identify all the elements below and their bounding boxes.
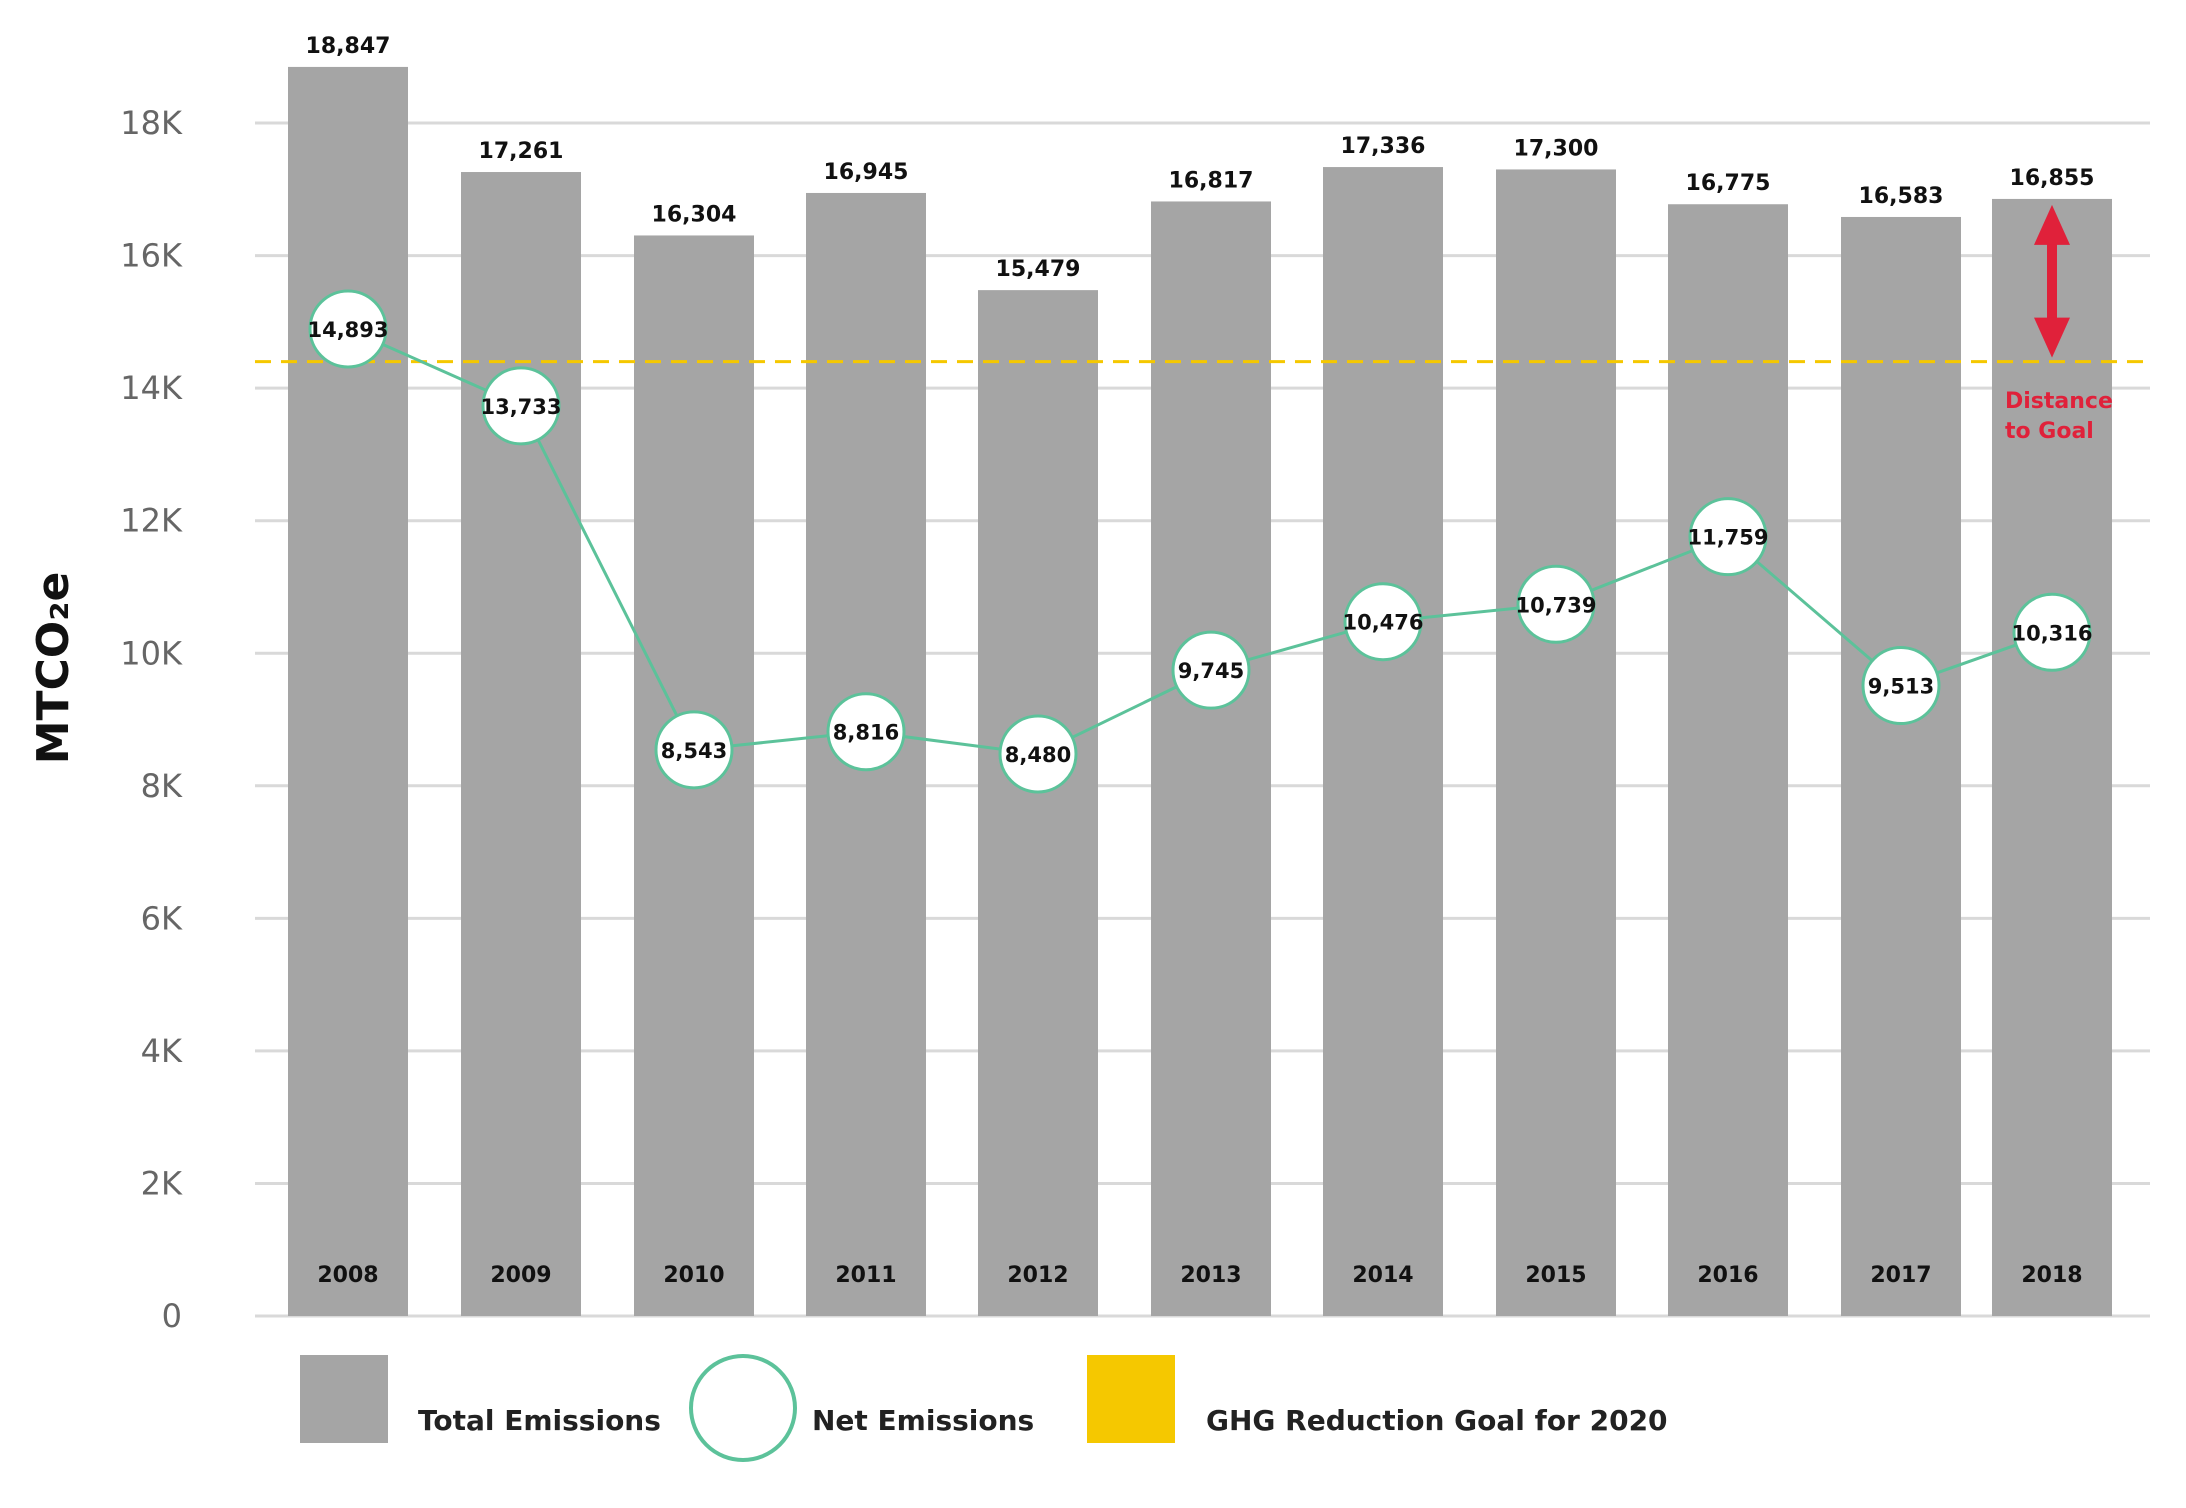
y-axis-ticks: 0 2K 4K 6K 8K 10K 12K 14K 16K 18K (120, 104, 183, 1335)
bars-layer: 18,847 2008 17,261 2009 16,304 2010 16,945 2011… (288, 34, 2112, 1317)
category-label: 2016 (1697, 1263, 1758, 1288)
net-emissions-point-2018 (2012, 592, 2092, 672)
net-emissions-point-2012 (998, 714, 1078, 794)
category-label: 2013 (1180, 1263, 1241, 1288)
legend-label-total-emissions: Total Emissions (418, 1404, 661, 1437)
bar-value-label: 16,855 (2010, 166, 2095, 191)
bar-value-label: 16,304 (652, 202, 737, 227)
category-label: 2018 (2021, 1263, 2082, 1288)
bar-value-label: 18,847 (306, 34, 391, 59)
bar-value-label: 15,479 (996, 257, 1081, 282)
y-tick-label: 0 (162, 1297, 182, 1335)
net-emissions-point-2015 (1516, 564, 1596, 644)
legend-label-ghg-goal: GHG Reduction Goal for 2020 (1206, 1404, 1668, 1437)
y-tick-label: 4K (141, 1032, 183, 1070)
bar-value-label: 17,261 (479, 139, 564, 164)
legend-swatch-total-emissions (300, 1355, 388, 1443)
bar-total-emissions-2012 (978, 290, 1098, 1316)
net-emissions-point-2011 (826, 692, 906, 772)
y-tick-label: 12K (120, 502, 183, 540)
bar-total-emissions-2013 (1151, 201, 1271, 1316)
net-value-label: 8,543 (661, 739, 727, 763)
category-label: 2010 (663, 1263, 724, 1288)
net-value-label: 8,480 (1005, 743, 1071, 767)
category-label: 2015 (1525, 1263, 1586, 1288)
net-value-label: 13,733 (480, 395, 561, 419)
net-value-label: 10,739 (1515, 593, 1596, 617)
category-label: 2008 (317, 1263, 378, 1288)
net-value-label: 9,513 (1868, 675, 1934, 699)
net-value-label: 10,316 (2011, 621, 2092, 645)
y-axis-label: MTCO₂e (28, 572, 79, 765)
bar-total-emissions-2016 (1668, 204, 1788, 1317)
legend: Total Emissions Net Emissions GHG Reductio… (300, 1354, 1668, 1462)
net-value-label: 8,816 (833, 721, 899, 745)
category-label: 2014 (1352, 1263, 1413, 1288)
annotation-layer: Distance to Goal (2005, 204, 2113, 444)
bar-total-emissions-2018 (1992, 198, 2112, 1317)
distance-arrow-head-up (2034, 204, 2070, 245)
category-label: 2012 (1007, 1263, 1068, 1288)
category-label: 2009 (490, 1263, 551, 1288)
net-emissions-point-2016 (1688, 497, 1768, 577)
y-tick-label: 10K (120, 634, 183, 672)
net-value-label: 10,476 (1342, 611, 1423, 635)
bar-value-label: 16,583 (1859, 184, 1944, 209)
net-emissions-point-2017 (1861, 646, 1941, 726)
net-emissions-point-2009 (481, 366, 561, 446)
net-emissions-point-2014 (1343, 582, 1423, 662)
bar-total-emissions-2008 (288, 66, 408, 1317)
y-tick-label: 6K (141, 899, 183, 937)
distance-to-goal-label: Distance (2005, 389, 2113, 414)
net-line-layer: 14,893 13,733 8,543 8,816 8,480 9,745 10,476 10… (307, 289, 2093, 794)
net-emissions-point-2008 (308, 289, 388, 369)
distance-arrow-head-down (2034, 317, 2070, 358)
legend-swatch-ghg-goal (1087, 1355, 1175, 1443)
bar-value-label: 17,300 (1514, 136, 1599, 161)
bar-value-label: 16,945 (824, 160, 909, 185)
bar-value-label: 16,775 (1686, 171, 1771, 196)
y-tick-label: 2K (141, 1164, 183, 1202)
net-value-label: 14,893 (307, 318, 388, 342)
net-value-label: 9,745 (1178, 659, 1244, 683)
net-value-label: 11,759 (1687, 526, 1768, 550)
category-label: 2017 (1870, 1263, 1931, 1288)
y-tick-label: 8K (141, 767, 183, 805)
bar-total-emissions-2017 (1841, 216, 1961, 1316)
legend-label-net-emissions: Net Emissions (812, 1404, 1034, 1437)
distance-to-goal-label: to Goal (2005, 419, 2094, 444)
y-tick-label: 16K (120, 237, 183, 275)
bar-total-emissions-2015 (1496, 169, 1616, 1316)
legend-swatch-net-emissions (689, 1354, 797, 1462)
net-emissions-point-2010 (654, 710, 734, 790)
y-tick-label: 18K (120, 104, 183, 142)
bar-value-label: 16,817 (1169, 168, 1254, 193)
bar-total-emissions-2014 (1323, 167, 1443, 1316)
bar-value-label: 17,336 (1341, 134, 1426, 159)
y-tick-label: 14K (120, 369, 183, 407)
bar-total-emissions-2009 (461, 172, 581, 1316)
net-emissions-point-2013 (1171, 630, 1251, 710)
category-label: 2011 (835, 1263, 896, 1288)
